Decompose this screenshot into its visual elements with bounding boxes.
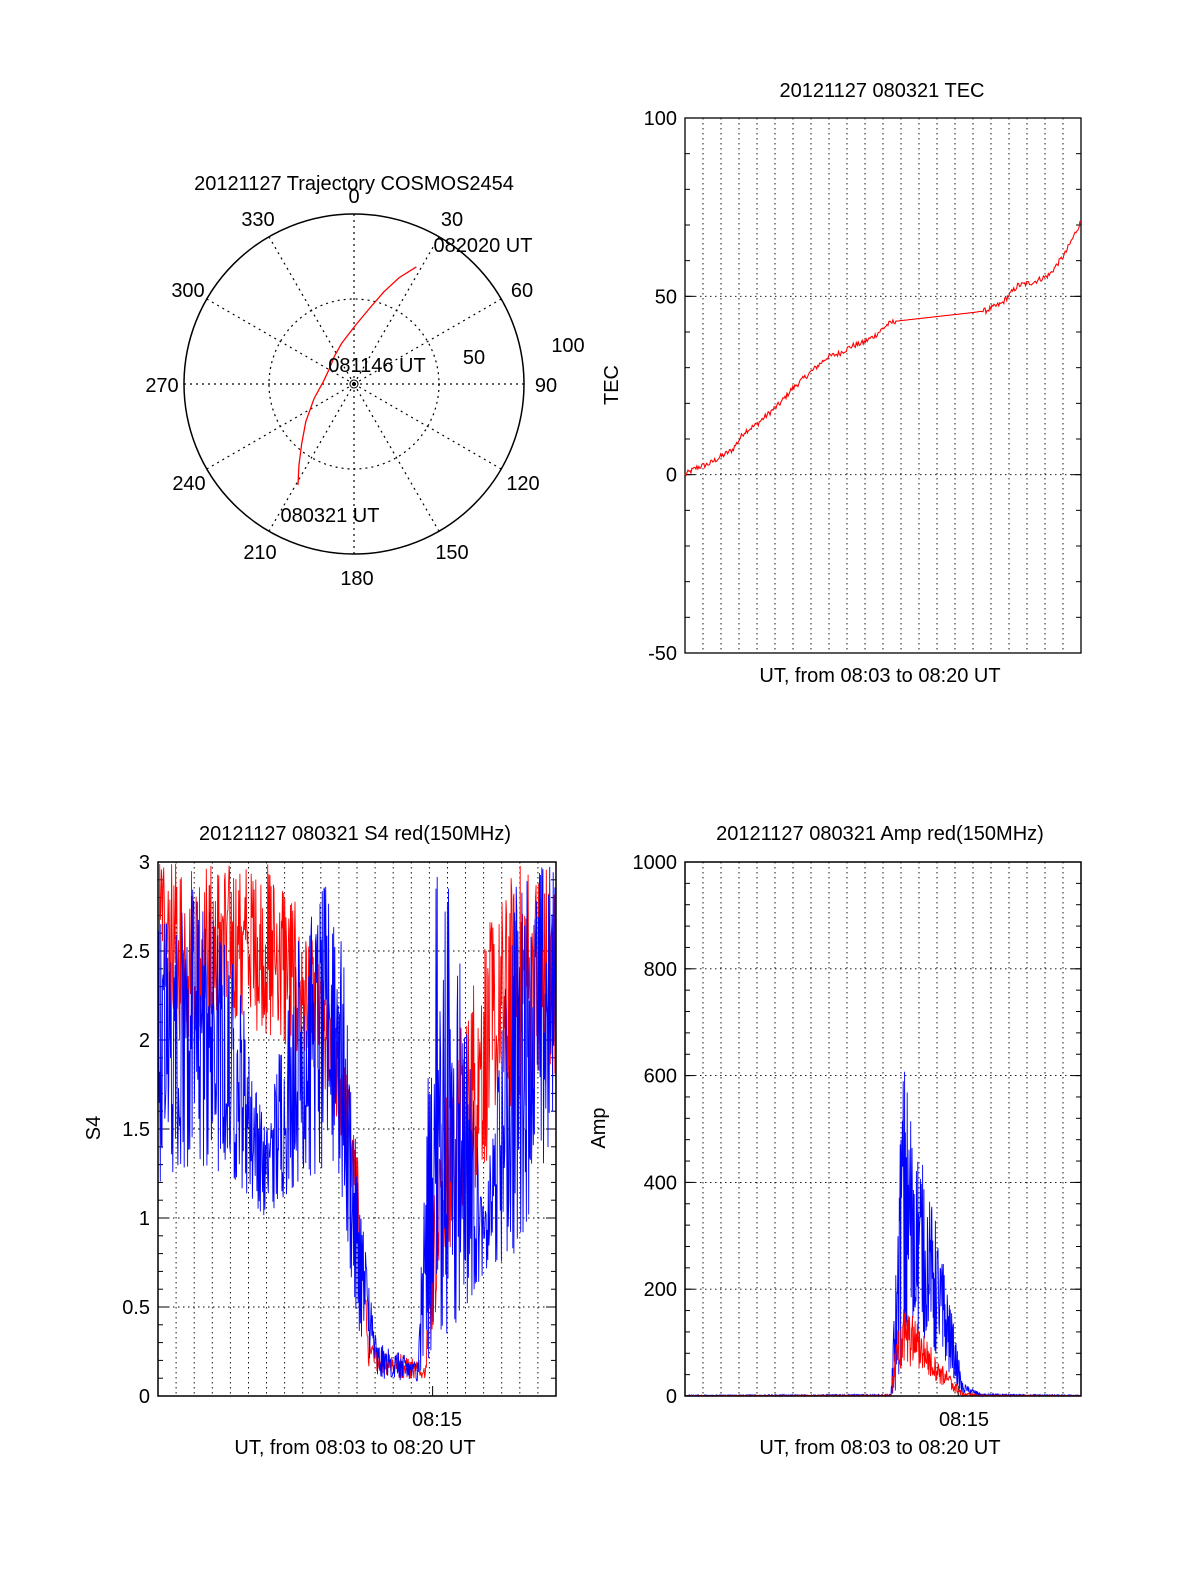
polar-azimuth-label: 330 [241,209,274,231]
amp-ytick-label: 200 [644,1279,677,1301]
polar-trajectory-line [297,266,417,486]
s4-ylabel: S4 [83,1116,105,1140]
s4-series-blue [157,866,557,1382]
polar-radial-label: 50 [463,347,485,369]
polar-radial-label: 100 [551,335,584,357]
amp-ylabel: Amp [588,1107,610,1148]
tec-series-line [684,220,1082,477]
polar-trajectory-chart: 20121127 Trajectory COSMOS2454 0 30 60 90 12… [145,173,584,590]
polar-center [349,379,359,389]
s4-xtick-label: 08:15 [412,1409,462,1431]
polar-azimuth-label: 210 [243,542,276,564]
polar-azimuth-label: 120 [506,473,539,495]
polar-spoke [353,298,502,385]
s4-ytick-label: 0.5 [122,1297,150,1319]
amp-ytick-label: 600 [644,1066,677,1088]
tec-ytick-label: 100 [644,108,677,130]
polar-ring-50 [268,298,440,470]
polar-azimuth-label: 0 [348,186,359,208]
polar-annotation: 081146 UT [328,355,425,377]
tec-title: 20121127 080321 TEC [780,80,985,102]
polar-azimuth-label: 300 [171,280,204,302]
s4-ytick-label: 2 [139,1030,150,1052]
polar-azimuth-label: 180 [340,568,373,590]
polar-spoke [268,383,355,532]
amp-xtick-label: 08:15 [939,1409,989,1431]
amp-ytick-label: 400 [644,1172,677,1194]
s4-ytick-label: 2.5 [122,941,150,963]
polar-outer-circle [183,213,525,555]
polar-azimuth-label: 270 [145,375,178,397]
s4-chart: 20121127 080321 S4 red(150MHz) UT, from … [83,823,557,1459]
polar-azimuth-label: 240 [172,473,205,495]
amp-xlabel: UT, from 08:03 to 08:20 UT [759,1437,1000,1459]
polar-spoke [206,298,355,385]
polar-annotation: 082020 UT [434,235,533,257]
amp-ytick-label: 800 [644,959,677,981]
amp-chart: 20121127 080321 Amp red(150MHz) UT, from… [588,823,1082,1459]
amp-title: 20121127 080321 Amp red(150MHz) [716,823,1044,845]
amp-frame-top [684,861,1082,1397]
tec-frame [684,117,1082,654]
s4-title: 20121127 080321 S4 red(150MHz) [199,823,511,845]
polar-azimuth-label: 150 [435,542,468,564]
tec-ytick-label: -50 [648,643,677,665]
polar-title: 20121127 Trajectory COSMOS2454 [194,173,514,195]
polar-spoke [353,383,502,470]
s4-xlabel: UT, from 08:03 to 08:20 UT [234,1437,475,1459]
polar-spoke [353,383,440,532]
tec-chart: 20121127 080321 TEC UT, from 08:03 to 08… [601,80,1082,687]
polar-azimuth-label: 30 [441,209,463,231]
s4-ytick-label: 1 [139,1208,150,1230]
s4-ytick-label: 1.5 [122,1119,150,1141]
tec-ytick-label: 0 [666,465,677,487]
polar-azimuth-label: 60 [511,280,533,302]
polar-azimuth-label: 90 [535,375,557,397]
amp-ytick-label: 0 [666,1386,677,1408]
tec-ylabel: TEC [601,365,623,405]
tec-ytick-label: 50 [655,286,677,308]
tec-xlabel: UT, from 08:03 to 08:20 UT [759,665,1000,687]
polar-annotation: 080321 UT [281,505,380,527]
s4-ytick-label: 0 [139,1386,150,1408]
s4-ytick-label: 3 [139,852,150,874]
amp-ytick-label: 1000 [633,852,678,874]
s4-frame-top [157,861,557,1397]
